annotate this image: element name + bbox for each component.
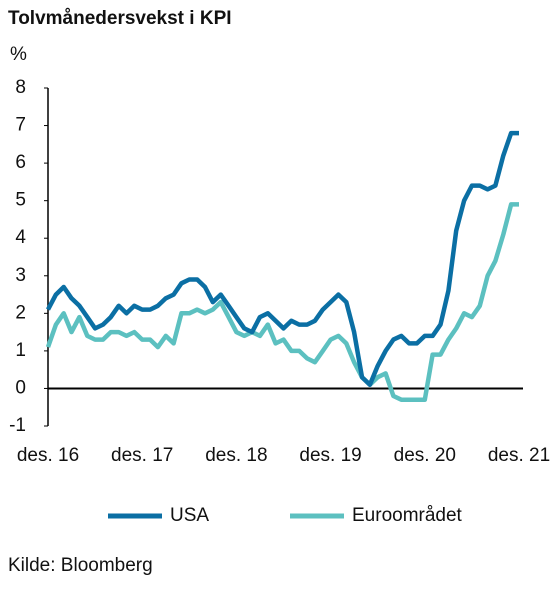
chart-title: Tolvmånedersvekst i KPI [8, 8, 232, 29]
y-tick-label: 4 [15, 227, 26, 248]
legend-label: Euroområdet [352, 505, 463, 526]
y-tick-label: -1 [9, 415, 26, 436]
series-line [46, 130, 519, 387]
series-line [45, 202, 519, 402]
y-tick-label: 0 [15, 377, 26, 398]
y-tick-label: 1 [15, 340, 26, 361]
y-tick-label: 5 [15, 190, 26, 211]
y-tick-label: 2 [15, 302, 26, 323]
y-tick-label: 7 [15, 115, 26, 136]
x-tick-label: des. 18 [205, 445, 267, 466]
x-tick-label: des. 16 [17, 445, 79, 466]
source: Kilde: Bloomberg [8, 555, 153, 576]
y-tick-label: 3 [15, 265, 26, 286]
x-tick-label: des. 20 [394, 445, 456, 466]
x-tick-label: des. 21 [488, 445, 550, 466]
y-tick-label: 8 [15, 77, 26, 98]
y-tick-label: 6 [15, 152, 26, 173]
x-tick-label: des. 17 [111, 445, 173, 466]
legend-label: USA [170, 505, 209, 526]
x-tick-label: des. 19 [299, 445, 361, 466]
y-unit: % [10, 44, 27, 65]
